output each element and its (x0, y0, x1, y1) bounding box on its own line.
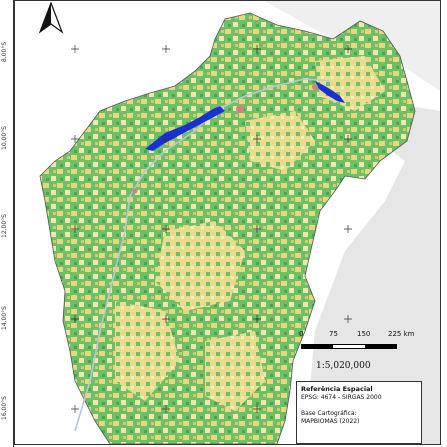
coast-terrain (305, 91, 440, 444)
map-frame (14, 0, 441, 445)
scale-bar-graphic (301, 344, 397, 349)
agriculture-patch (205, 331, 265, 411)
scale-tick: 75 (329, 330, 338, 338)
scale-ratio: 1:5,020,000 (316, 361, 371, 371)
reservoir (145, 106, 225, 151)
river (74, 78, 331, 432)
agriculture-patch (115, 301, 180, 401)
scale-tick: 0 (299, 330, 304, 338)
legend-base-value: MAPBIOMAS (2022) (301, 417, 360, 425)
legend-base-label: Base Cartográfica: (301, 409, 357, 417)
scale-tick: 225 km (388, 330, 415, 338)
latitude-label: 14,00°S (1, 306, 8, 330)
urban-area (312, 84, 318, 90)
scale-tick: 150 (357, 330, 371, 338)
basemap (15, 1, 440, 444)
legend-crs: EPSG: 4674 - SIRGAS 2000 (301, 393, 382, 401)
legend-box: Referência Espacial EPSG: 4674 - SIRGAS … (296, 381, 422, 444)
latitude-axis: 8,00°S 10,00°S 12,00°S 14,00°S 16,00°S (0, 0, 14, 447)
urban-area (132, 188, 138, 194)
scale-bar: 0 75 150 225 km 1:5,020,000 (296, 330, 416, 375)
latitude-label: 8,00°S (1, 41, 8, 62)
reservoir (315, 81, 345, 103)
agriculture-patch (155, 221, 245, 311)
latitude-label: 10,00°S (1, 126, 8, 150)
legend-title: Referência Espacial (301, 385, 373, 393)
urban-area (236, 105, 244, 113)
agriculture-patch (245, 111, 315, 171)
latitude-label: 12,00°S (1, 214, 8, 238)
north-arrow-icon (38, 2, 64, 34)
latitude-label: 16,00°S (1, 396, 8, 420)
graticule (71, 45, 352, 413)
